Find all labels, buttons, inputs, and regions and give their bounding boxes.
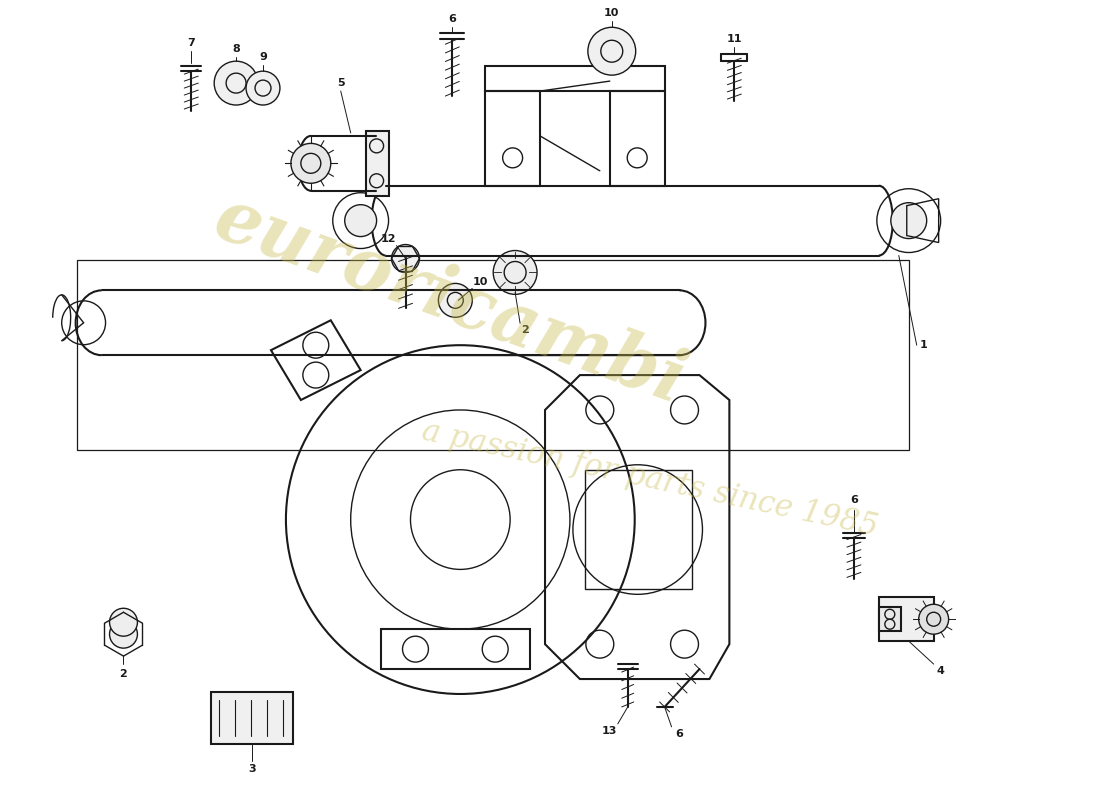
Text: 13: 13 bbox=[602, 726, 617, 736]
Circle shape bbox=[439, 283, 472, 318]
Circle shape bbox=[587, 27, 636, 75]
Text: 6: 6 bbox=[449, 14, 456, 24]
Text: 5: 5 bbox=[337, 78, 344, 88]
Text: 12: 12 bbox=[381, 234, 396, 243]
Circle shape bbox=[392, 245, 419, 273]
Circle shape bbox=[891, 202, 926, 238]
Circle shape bbox=[110, 620, 138, 648]
Text: 9: 9 bbox=[260, 52, 267, 62]
Text: 7: 7 bbox=[187, 38, 195, 48]
Circle shape bbox=[214, 61, 258, 105]
Polygon shape bbox=[211, 692, 293, 744]
Text: 4: 4 bbox=[937, 666, 945, 676]
Text: 11: 11 bbox=[727, 34, 742, 44]
Text: a passion for parts since 1985: a passion for parts since 1985 bbox=[419, 416, 880, 543]
Text: 8: 8 bbox=[232, 44, 240, 54]
Text: 1: 1 bbox=[920, 340, 927, 350]
Text: 6: 6 bbox=[675, 729, 683, 739]
Text: 3: 3 bbox=[249, 764, 256, 774]
Text: 10: 10 bbox=[604, 8, 619, 18]
Text: 6: 6 bbox=[850, 494, 858, 505]
Polygon shape bbox=[879, 607, 901, 631]
Text: euroricambi: euroricambi bbox=[206, 182, 695, 418]
Polygon shape bbox=[879, 598, 934, 641]
Text: 2: 2 bbox=[521, 326, 529, 335]
Polygon shape bbox=[365, 131, 388, 196]
Text: 2: 2 bbox=[120, 669, 128, 679]
Text: 10: 10 bbox=[473, 278, 488, 287]
Circle shape bbox=[344, 205, 376, 237]
Circle shape bbox=[110, 608, 138, 636]
Circle shape bbox=[493, 250, 537, 294]
Circle shape bbox=[246, 71, 279, 105]
Circle shape bbox=[290, 143, 331, 183]
Circle shape bbox=[918, 604, 948, 634]
